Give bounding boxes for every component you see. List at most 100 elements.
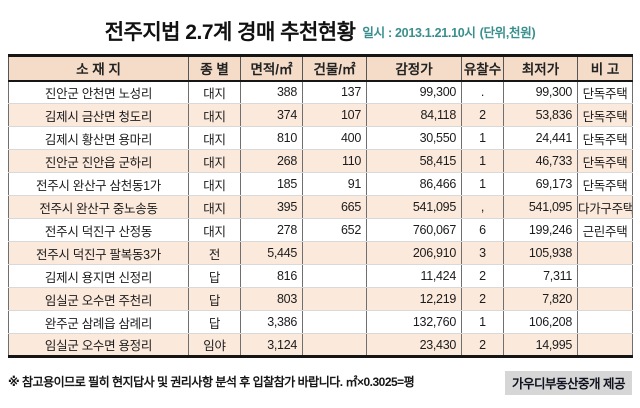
cell-note: 근린주택	[577, 218, 633, 242]
disclaimer-note: ※ 참고용이므로 필히 현지답사 및 권리사항 분석 후 입찰참가 바랍니다. …	[8, 375, 415, 389]
cell-location: 임실군 오수면 용정리	[8, 333, 189, 357]
cell-minimum-price: 199,246	[503, 218, 578, 242]
unit-label: (단위,천원)	[479, 26, 536, 40]
cell-failed-bids: 1	[461, 126, 504, 150]
cell-appraisal-price: 30,550	[366, 126, 462, 150]
table-body: 진안군 안천면 노성리 대지 388 137 99,300. 99,300 단독주택 김제시 …	[8, 80, 633, 357]
column-header-category: 종 별	[188, 55, 241, 82]
cell-note	[577, 310, 633, 334]
cell-minimum-price: 53,836	[503, 103, 578, 127]
cell-minimum-price: 24,441	[503, 126, 578, 150]
cell-minimum-price: 106,208	[503, 310, 578, 334]
cell-land-area: 816	[240, 264, 303, 288]
cell-land-area: 810	[240, 126, 303, 150]
cell-location: 전주시 완산구 삼천동1가	[8, 172, 189, 196]
cell-category: 대지	[188, 103, 241, 127]
cell-minimum-price: 69,173	[503, 172, 578, 196]
table-row: 전주시 덕진구 팔복동3가 전 5,445 206,910 3 105,938	[8, 241, 633, 265]
column-header-failed-bids: 유찰수	[461, 55, 504, 82]
cell-category: 대지	[188, 80, 241, 104]
cell-land-area: 803	[240, 287, 303, 311]
table-row: 진안군 진안읍 군하리 대지 268 110 58,415 1 46,733 단독주택	[8, 149, 633, 173]
report-datetime: 일시 : 2013.1.21.10시	[362, 26, 476, 40]
cell-land-area: 388	[240, 80, 303, 104]
column-header-building-area: 건물/㎡	[302, 55, 367, 82]
cell-appraisal-price: 84,118	[366, 103, 462, 127]
cell-category: 답	[188, 264, 241, 288]
cell-location: 완주군 삼례읍 삼례리	[8, 310, 189, 334]
table-row: 임실군 오수면 주천리 답 803 12,219 2 7,820	[8, 287, 633, 311]
cell-appraisal-price: 99,300	[366, 80, 462, 104]
cell-land-area: 3,124	[240, 333, 303, 357]
cell-minimum-price: 7,311	[503, 264, 578, 288]
cell-category: 답	[188, 287, 241, 311]
cell-appraisal-price: 11,424	[366, 264, 462, 288]
cell-land-area: 268	[240, 149, 303, 173]
table-header-row: 소 재 지 종 별 면적/㎡ 건물/㎡ 감정가 유찰수 최저가 비 고	[8, 55, 633, 82]
cell-category: 임야	[188, 333, 241, 357]
table-row: 전주시 완산구 삼천동1가 대지 185 91 86,466 1 69,173 단독주택	[8, 172, 633, 196]
cell-category: 대지	[188, 149, 241, 173]
cell-minimum-price: 541,095	[503, 195, 578, 219]
cell-location: 임실군 오수면 주천리	[8, 287, 189, 311]
cell-location: 전주시 덕진구 팔복동3가	[8, 241, 189, 265]
cell-note	[577, 287, 633, 311]
column-header-land-area: 면적/㎡	[240, 55, 303, 82]
cell-category: 답	[188, 310, 241, 334]
cell-failed-bids: 2	[461, 333, 504, 357]
cell-note: 단독주택	[577, 103, 633, 127]
cell-building-area: 91	[302, 172, 367, 196]
table-row: 김제시 용지면 신정리 답 816 11,424 2 7,311	[8, 264, 633, 288]
cell-failed-bids: 1	[461, 149, 504, 173]
cell-failed-bids: .	[461, 80, 504, 104]
cell-building-area	[302, 333, 367, 357]
report-footer: ※ 참고용이므로 필히 현지답사 및 권리사항 분석 후 입찰참가 바랍니다. …	[8, 371, 632, 395]
table-row: 진안군 안천면 노성리 대지 388 137 99,300. 99,300 단독주택	[8, 80, 633, 104]
cell-land-area: 374	[240, 103, 303, 127]
cell-failed-bids: 3	[461, 241, 504, 265]
cell-minimum-price: 99,300	[503, 80, 578, 104]
cell-category: 대지	[188, 218, 241, 242]
cell-building-area	[302, 310, 367, 334]
cell-category: 전	[188, 241, 241, 265]
cell-note: 다가구주택	[577, 195, 633, 219]
cell-note: 단독주택	[577, 149, 633, 173]
cell-location: 김제시 용지면 신정리	[8, 264, 189, 288]
table-row: 김제시 황산면 용마리 대지 810 400 30,550 1 24,441 단독주택	[8, 126, 633, 150]
cell-failed-bids: 1	[461, 310, 504, 334]
cell-failed-bids: ,	[461, 195, 504, 219]
cell-appraisal-price: 58,415	[366, 149, 462, 173]
cell-appraisal-price: 86,466	[366, 172, 462, 196]
cell-building-area: 110	[302, 149, 367, 173]
cell-land-area: 395	[240, 195, 303, 219]
cell-location: 김제시 황산면 용마리	[8, 126, 189, 150]
cell-failed-bids: 2	[461, 287, 504, 311]
column-header-note: 비 고	[577, 55, 633, 82]
cell-failed-bids: 1	[461, 172, 504, 196]
cell-failed-bids: 2	[461, 103, 504, 127]
cell-appraisal-price: 23,430	[366, 333, 462, 357]
column-header-minimum-price: 최저가	[503, 55, 578, 82]
cell-note: 단독주택	[577, 172, 633, 196]
cell-building-area: 665	[302, 195, 367, 219]
cell-building-area: 137	[302, 80, 367, 104]
cell-location: 전주시 완산구 중노송동	[8, 195, 189, 219]
table-row: 전주시 덕진구 산정동 대지 278 652 760,067 6 199,246 근린주택	[8, 218, 633, 242]
table-row: 임실군 오수면 용정리 임야 3,124 23,430 2 14,995	[8, 333, 633, 357]
cell-location: 진안군 진안읍 군하리	[8, 149, 189, 173]
column-header-location: 소 재 지	[8, 55, 189, 82]
cell-land-area: 5,445	[240, 241, 303, 265]
cell-minimum-price: 105,938	[503, 241, 578, 265]
cell-location: 김제시 금산면 청도리	[8, 103, 189, 127]
cell-building-area	[302, 241, 367, 265]
provider-badge: 가우디부동산중개 제공	[505, 371, 632, 395]
cell-category: 대지	[188, 126, 241, 150]
cell-land-area: 278	[240, 218, 303, 242]
table-row: 전주시 완산구 중노송동 대지 395 665 541,095, 541,095 다가구주택	[8, 195, 633, 219]
cell-land-area: 3,386	[240, 310, 303, 334]
report-header: 전주지법 2.7계 경매 추천현황 일시 : 2013.1.21.10시 (단위,천…	[0, 16, 640, 46]
cell-appraisal-price: 132,760	[366, 310, 462, 334]
table-row: 완주군 삼례읍 삼례리 답 3,386 132,760 1 106,208	[8, 310, 633, 334]
cell-location: 전주시 덕진구 산정동	[8, 218, 189, 242]
